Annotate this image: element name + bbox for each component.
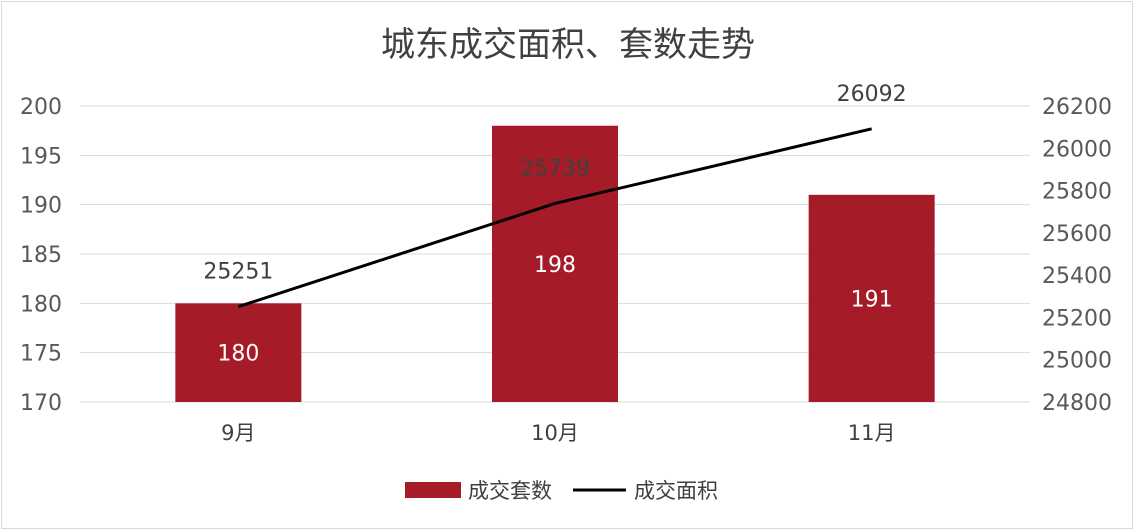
right-tick-label: 24800 <box>1042 391 1112 416</box>
right-tick-label: 25400 <box>1042 264 1112 289</box>
left-tick-label: 200 <box>20 95 62 120</box>
bar-data-label: 180 <box>217 342 259 367</box>
chart-title: 城东成交面积、套数走势 <box>381 25 755 65</box>
legend: 成交套数 成交面积 <box>405 479 718 503</box>
left-tick-label: 170 <box>20 391 62 416</box>
bar-data-label: 191 <box>851 287 893 312</box>
category-labels: 9月 10月 11月 <box>221 421 895 445</box>
left-axis-ticks: 170 175 180 185 190 195 200 <box>20 95 62 416</box>
left-tick-label: 185 <box>20 243 62 268</box>
category-label: 9月 <box>221 421 255 445</box>
line-data-label: 25251 <box>203 260 273 285</box>
bar <box>808 194 935 402</box>
left-tick-label: 175 <box>20 342 62 367</box>
line-data-label: 26092 <box>837 82 907 107</box>
legend-swatch-bar <box>405 482 461 498</box>
left-tick-label: 180 <box>20 292 62 317</box>
right-tick-label: 25800 <box>1042 180 1112 205</box>
right-tick-label: 25600 <box>1042 222 1112 247</box>
right-tick-label: 25200 <box>1042 306 1112 331</box>
line-series: 25251 25739 26092 <box>203 82 907 309</box>
right-axis-ticks: 24800 25000 25200 25400 25600 25800 26000 26200 <box>1042 95 1112 416</box>
category-label: 10月 <box>531 421 579 445</box>
bar <box>492 125 618 402</box>
legend-label-bar: 成交套数 <box>468 479 552 503</box>
left-tick-label: 190 <box>20 194 62 219</box>
right-tick-label: 26000 <box>1042 137 1112 162</box>
right-tick-label: 26200 <box>1042 95 1112 120</box>
left-tick-label: 195 <box>20 144 62 169</box>
bar-series: 180 198 191 <box>175 125 935 402</box>
line-data-label: 25739 <box>520 156 590 181</box>
category-label: 11月 <box>848 421 896 445</box>
series-line <box>237 127 873 309</box>
bar-data-label: 198 <box>534 253 576 278</box>
right-tick-label: 25000 <box>1042 349 1112 374</box>
legend-label-line: 成交面积 <box>634 479 718 503</box>
bar <box>175 303 302 402</box>
